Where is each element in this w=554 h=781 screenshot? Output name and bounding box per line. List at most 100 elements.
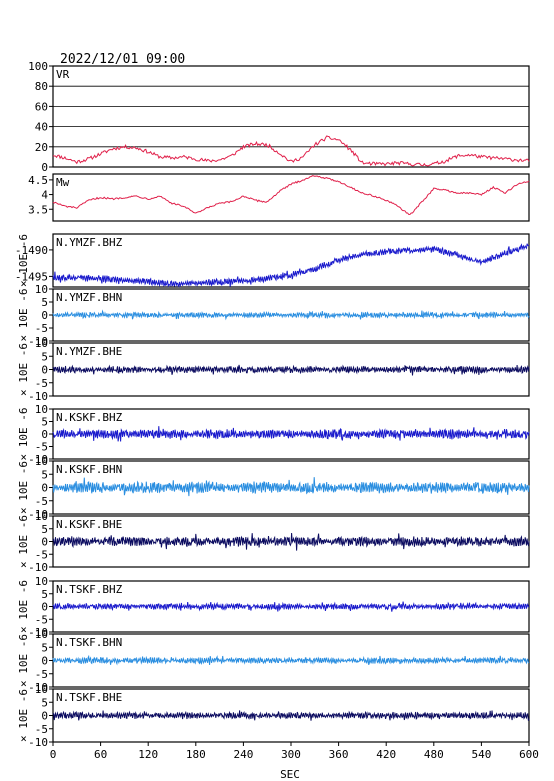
y-tick-label: -10 — [28, 508, 48, 521]
y-tick-label: -5 — [35, 377, 48, 390]
y-tick-label: 40 — [35, 121, 48, 134]
series-line-vr — [52, 135, 530, 167]
series-line-n-tskf-bhz — [52, 601, 529, 612]
y-axis-label: × 10E -6 — [17, 343, 30, 396]
y-tick-label: 80 — [35, 80, 48, 93]
x-tick-label: 240 — [233, 748, 253, 761]
series-line-n-tskf-bhe — [52, 710, 530, 721]
y-tick-label: -1490 — [15, 244, 48, 257]
y-axis-label: × 10E -6 — [17, 461, 30, 514]
y-tick-label: 3.5 — [28, 203, 48, 216]
x-axis-label: SEC — [280, 768, 300, 781]
y-axis-label: × 10E -6 — [17, 234, 30, 287]
y-tick-label: -5 — [35, 668, 48, 681]
y-tick-label: 5 — [41, 296, 48, 309]
figure-datetime: 2022/12/01 09:00 — [60, 52, 185, 67]
y-axis-label: × 10E -6 — [17, 634, 30, 687]
y-tick-label: 10 — [35, 337, 48, 350]
y-tick-label: 0 — [41, 309, 48, 322]
y-tick-label: 10 — [35, 575, 48, 588]
y-tick-label: 5 — [41, 588, 48, 601]
y-tick-label: 20 — [35, 141, 48, 154]
y-tick-label: 0 — [41, 364, 48, 377]
y-tick-label: 4 — [41, 189, 48, 202]
x-tick-label: 300 — [281, 748, 301, 761]
series-line-n-ymzf-bhz — [52, 243, 530, 288]
y-tick-label: 0 — [41, 536, 48, 549]
series-line-n-kskf-bhe — [52, 532, 530, 551]
panel-label: N.TSKF.BHN — [56, 636, 122, 649]
y-tick-label: 60 — [35, 100, 48, 113]
y-tick-label: 5 — [41, 641, 48, 654]
y-axis-label: × 10E -6 — [17, 689, 30, 742]
y-tick-label: 10 — [35, 628, 48, 641]
x-tick-label: 0 — [50, 748, 57, 761]
panel-frame — [52, 233, 530, 288]
y-tick-label: 5 — [41, 468, 48, 481]
y-tick-label: 10 — [35, 403, 48, 416]
y-tick-label: -10 — [28, 390, 48, 403]
panel-label: Mw — [56, 176, 70, 189]
y-tick-label: -10 — [28, 453, 48, 466]
panel-label: N.YMZF.BHZ — [56, 236, 123, 249]
y-tick-label: 5 — [41, 416, 48, 429]
panel-frame — [52, 65, 530, 168]
y-tick-label: 0 — [41, 655, 48, 668]
y-axis-label: × 10E -6 — [17, 515, 30, 568]
y-tick-label: 5 — [41, 350, 48, 363]
panel-label: N.KSKF.BHN — [56, 463, 122, 476]
y-tick-label: -5 — [35, 548, 48, 561]
series-line-n-kskf-bhn — [52, 477, 530, 497]
y-tick-label: 10 — [35, 683, 48, 696]
x-tick-label: 480 — [424, 748, 444, 761]
panel-vr: 0 20 40 60 80 100 VR — [28, 60, 530, 174]
y-tick-label: -5 — [35, 495, 48, 508]
x-tick-label: 60 — [94, 748, 107, 761]
x-tick-label: 420 — [376, 748, 396, 761]
y-tick-label: -1495 — [15, 270, 48, 283]
series-line-n-tskf-bhn — [52, 654, 530, 666]
y-tick-label: 5 — [41, 523, 48, 536]
y-tick-label: 10 — [35, 455, 48, 468]
y-tick-label: -10 — [28, 561, 48, 574]
y-tick-label: 0 — [41, 428, 48, 441]
panel-mw: 3.54 4.5 Mw — [28, 173, 530, 222]
y-tick-label: 5 — [41, 696, 48, 709]
panel-label: N.KSKF.BHE — [56, 518, 122, 531]
x-tick-label: 600 — [519, 748, 539, 761]
series-line-n-kskf-bhz — [52, 426, 530, 442]
y-tick-label: -5 — [35, 613, 48, 626]
panel-label: N.TSKF.BHZ — [56, 583, 123, 596]
panel-label: N.YMZF.BHE — [56, 345, 122, 358]
y-tick-label: 0 — [41, 710, 48, 723]
panel-label: N.YMZF.BHN — [56, 291, 122, 304]
y-axis-label: × 10E -6 — [17, 289, 30, 342]
x-tick-label: 180 — [186, 748, 206, 761]
y-tick-label: -10 — [28, 335, 48, 348]
x-tick-label: 120 — [138, 748, 158, 761]
y-tick-label: -10 — [28, 736, 48, 749]
panel-frame — [52, 173, 530, 222]
y-tick-label: 100 — [28, 60, 48, 73]
y-axis-label: × 10E -6 — [17, 408, 30, 461]
series-line-mw — [52, 175, 530, 216]
y-tick-label: 0 — [41, 161, 48, 174]
y-tick-label: 4.5 — [28, 174, 48, 187]
y-tick-label: -10 — [28, 681, 48, 694]
panel-n-ymzf-bhz: -1495 -1490× 10E -6 N.YMZF.BHZ — [15, 233, 530, 288]
y-tick-label: -10 — [28, 626, 48, 639]
y-axis-label: × 10E -6 — [17, 580, 30, 633]
panel-label: VR — [56, 68, 70, 81]
y-tick-label: 10 — [35, 510, 48, 523]
panel-label: N.KSKF.BHZ — [56, 411, 123, 424]
